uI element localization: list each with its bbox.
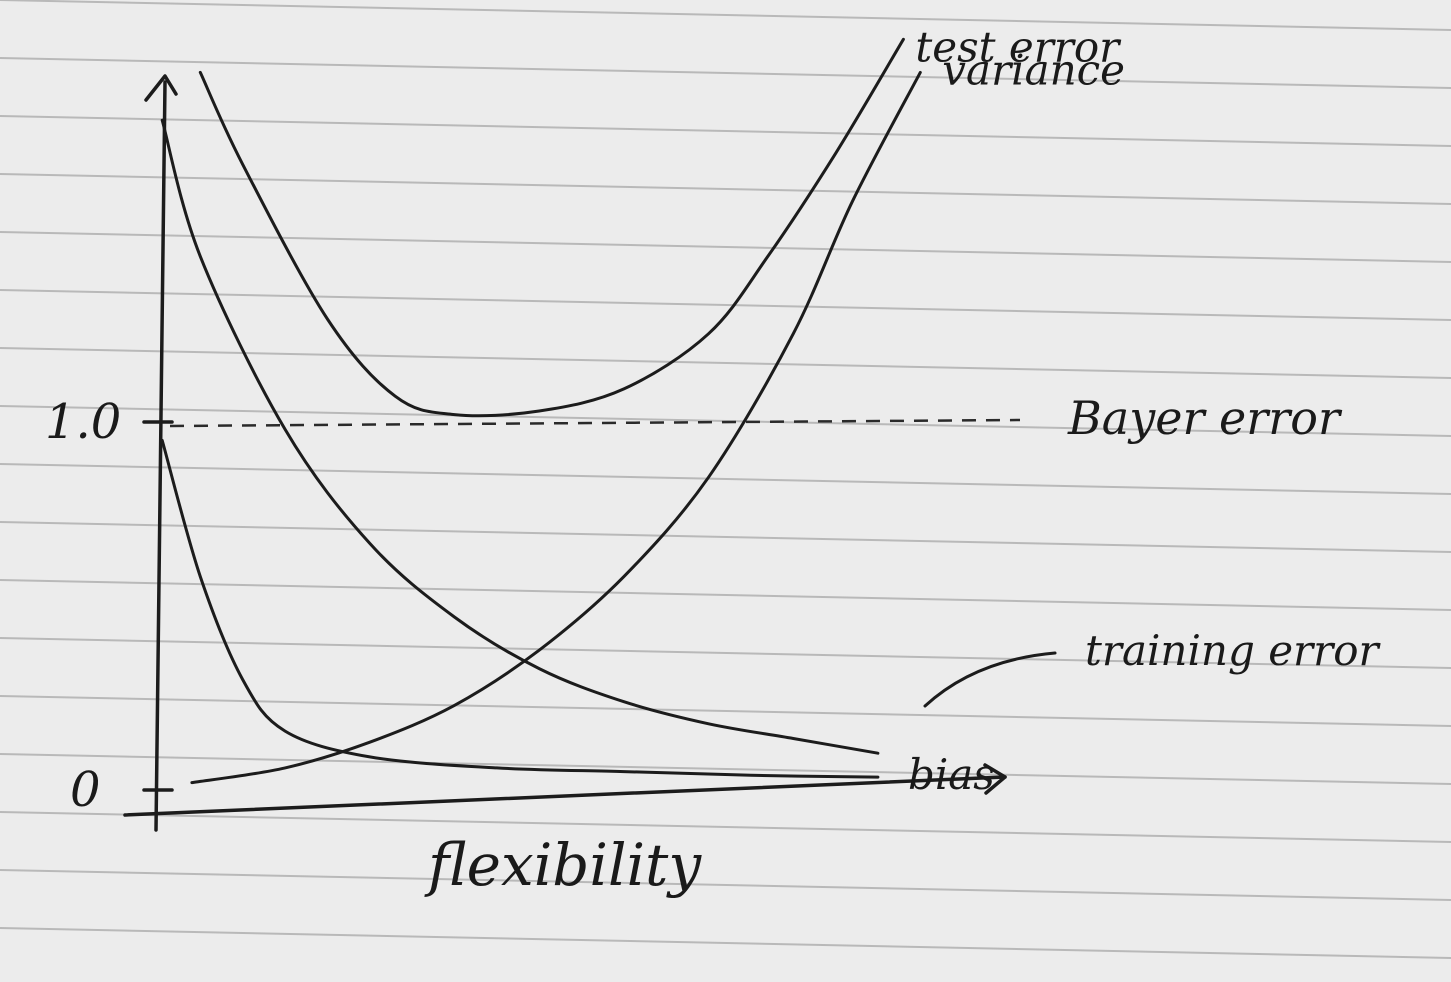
notebook-rule (0, 811, 1451, 843)
series-label-variance: variance (942, 45, 1125, 94)
notebook-rule (0, 347, 1451, 379)
notebook-rule (0, 521, 1451, 553)
y-axis (154, 80, 167, 832)
y-tick-label: 1.0 (45, 394, 121, 450)
y-tick-label: 0 (70, 762, 101, 818)
bayes-error-line (169, 418, 1021, 428)
chart-labels: flexibility Bayer error test errorvarian… (424, 22, 1381, 899)
series-label-test-error: test error (915, 22, 1122, 71)
notebook-rule (0, 173, 1451, 205)
x-axis-label: flexibility (424, 831, 702, 899)
series-label-training-error: training error (1085, 626, 1381, 675)
series-line-training-error (160, 118, 880, 755)
notebook-rule (0, 927, 1451, 959)
notebook-rule (0, 695, 1451, 727)
notebook-rule (0, 869, 1451, 901)
x-axis (123, 775, 1007, 817)
notebook-rule (0, 753, 1451, 785)
axes: 01.0 (45, 74, 1007, 832)
series-curves (160, 37, 922, 785)
x-axis-arrowhead (983, 763, 1007, 795)
bayes-error-label: Bayer error (1067, 391, 1343, 445)
y-axis-arrowhead (144, 74, 178, 102)
y-ticks: 01.0 (45, 394, 174, 818)
notebook-rule (0, 115, 1451, 147)
notebook-rule (0, 463, 1451, 495)
notebook-rule (0, 637, 1451, 669)
series-line-variance (190, 70, 922, 785)
series-line-bias (160, 438, 880, 779)
notebook-rule (0, 289, 1451, 321)
series-label-bias: bias (908, 750, 995, 799)
notebook-rule (0, 231, 1451, 263)
notebook-rule (0, 579, 1451, 611)
training-error-leader-line (923, 651, 1057, 708)
notebook-rule (0, 0, 1451, 31)
notebook-rule (0, 57, 1451, 89)
series-line-test-error (198, 37, 905, 418)
